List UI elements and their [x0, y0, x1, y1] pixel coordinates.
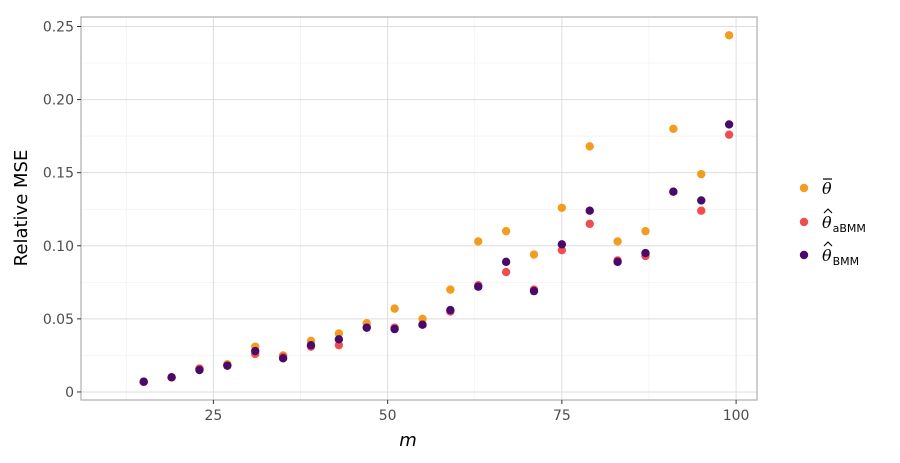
minor-gridlines [81, 17, 757, 400]
data-point [585, 219, 594, 229]
data-point [474, 282, 483, 291]
x-tick-label: 50 [379, 408, 397, 424]
y-tick-label: 0 [65, 385, 74, 401]
legend-key [799, 183, 809, 193]
x-tick-label: 75 [553, 408, 571, 424]
data-point [724, 31, 734, 40]
y-tick-label: 0.20 [43, 93, 74, 109]
data-point [501, 267, 511, 277]
data-point [418, 320, 427, 329]
data-point [557, 203, 567, 212]
legend-item: θBMM [799, 241, 859, 268]
data-point [529, 286, 539, 296]
legend-key [799, 250, 809, 260]
x-axis-title: m [399, 430, 417, 451]
data-point [529, 250, 539, 259]
panel-border [80, 16, 758, 401]
data-point [557, 245, 567, 255]
data-point [697, 169, 706, 179]
legend: θ θaBMM θBMM [799, 178, 866, 268]
data-point [585, 142, 594, 151]
legend-label: θBMM [822, 246, 859, 268]
x-tick-label: 100 [723, 408, 750, 424]
legend-label: θaBMM [822, 213, 866, 235]
data-point [641, 226, 650, 236]
legend-key [799, 217, 809, 227]
data-point [334, 335, 344, 344]
legend-label: θ [822, 179, 832, 198]
data-point [613, 237, 622, 246]
data-point [613, 257, 622, 267]
legend-item: θ [799, 178, 832, 198]
data-point [251, 346, 260, 356]
y-tick-label: 0.05 [43, 312, 74, 328]
hat-mark [823, 241, 833, 247]
data-point [139, 377, 148, 386]
data-point [724, 130, 734, 139]
data-points [139, 31, 734, 386]
data-point [501, 226, 511, 236]
data-point [362, 323, 371, 332]
data-point [724, 120, 734, 129]
x-axis: 25 50 75 100 [204, 400, 749, 424]
data-point [418, 314, 427, 324]
y-axis-title: Relative MSE [11, 150, 32, 267]
data-point [334, 340, 344, 350]
data-point [195, 365, 204, 375]
y-tick-label: 0.25 [43, 20, 74, 36]
x-tick-label: 25 [204, 408, 222, 424]
data-point [446, 285, 455, 294]
y-tick-label: 0.15 [43, 166, 74, 182]
series-3 [139, 120, 734, 386]
data-point [306, 340, 316, 350]
y-tick-label: 0.10 [43, 239, 74, 255]
data-point [585, 206, 594, 215]
y-axis: 0 0.05 0.10 0.15 0.20 0.25 [43, 20, 81, 401]
data-point [641, 248, 650, 258]
data-point [390, 304, 399, 313]
hat-mark [823, 208, 833, 214]
data-point [697, 206, 706, 215]
data-point [501, 257, 511, 267]
data-point [669, 187, 678, 196]
data-point [278, 354, 288, 363]
data-point [474, 237, 483, 246]
legend-item: θaBMM [799, 208, 866, 235]
data-point [557, 240, 567, 249]
data-point [697, 196, 706, 205]
data-point [446, 305, 455, 315]
data-point [223, 361, 232, 370]
data-point [334, 329, 344, 338]
data-point [669, 124, 678, 134]
data-point [390, 324, 399, 334]
panel-background [81, 17, 757, 400]
data-point [167, 373, 176, 382]
